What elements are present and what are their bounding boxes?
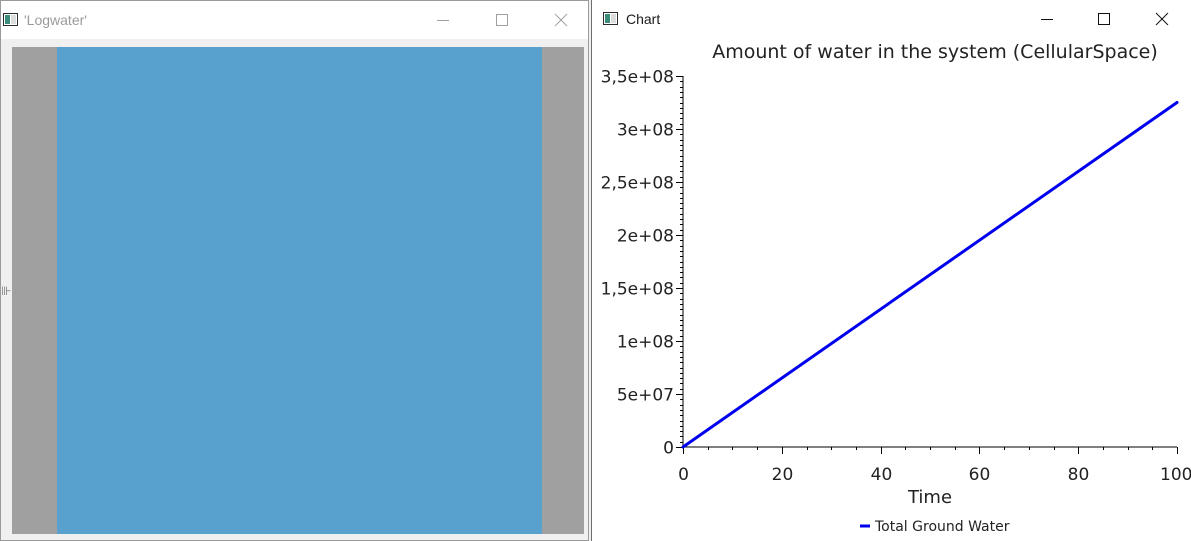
y-tick-label: 3e+08 (617, 121, 674, 141)
y-tick-label: 0 (663, 439, 674, 459)
y-tick-label: 2e+08 (617, 227, 674, 247)
close-icon (1155, 12, 1169, 26)
logwater-window-title: 'Logwater' (24, 12, 87, 28)
y-tick-label: 3,5e+08 (601, 68, 674, 88)
minimize-button[interactable] (420, 1, 466, 39)
chart-window-title: Chart (626, 11, 661, 27)
minimize-icon (1041, 19, 1053, 20)
x-axis-label: Time (907, 487, 952, 508)
y-tick-label: 1e+08 (617, 333, 674, 353)
x-tick-label: 40 (871, 465, 893, 485)
chart-titlebar[interactable]: Chart (592, 0, 1191, 38)
x-tick-label: 60 (969, 465, 991, 485)
chart-window[interactable]: Chart Amount of water in the system (Cel… (591, 0, 1191, 541)
series-line-total-ground-water (681, 101, 1179, 449)
y-tick-label: 1,5e+08 (601, 280, 674, 300)
x-axis: 0 20 40 60 80 100 (678, 446, 1191, 485)
logwater-titlebar[interactable]: 'Logwater' (1, 1, 588, 39)
close-icon (554, 13, 568, 27)
y-tick-label: 5e+07 (617, 386, 674, 406)
maximize-icon (496, 14, 508, 26)
resize-cursor-icon: ⊪ (1, 284, 12, 298)
app-window-icon (603, 12, 618, 25)
maximize-button[interactable] (1081, 0, 1127, 38)
logwater-window[interactable]: 'Logwater' ⊪ (0, 0, 589, 541)
legend: Total Ground Water (860, 519, 1010, 535)
close-button[interactable] (538, 1, 584, 39)
cellular-space-canvas (12, 47, 584, 534)
legend-item-label: Total Ground Water (874, 519, 1010, 535)
x-tick-label: 0 (678, 465, 689, 485)
maximize-button[interactable] (479, 1, 525, 39)
app-window-icon (3, 13, 18, 26)
x-tick-label: 80 (1068, 465, 1090, 485)
minimize-button[interactable] (1024, 0, 1070, 38)
y-axis: 0 5e+07 1e+08 1,5e+08 2e+08 2,5e+08 3e+08 3,5e+… (601, 68, 684, 459)
series-layer (681, 101, 1179, 449)
x-tick-label: 100 (1160, 465, 1191, 485)
minimize-icon (437, 20, 449, 21)
y-tick-label: 2,5e+08 (601, 174, 674, 194)
maximize-icon (1098, 13, 1110, 25)
water-map (57, 47, 542, 534)
chart-title: Amount of water in the system (CellularS… (712, 41, 1158, 63)
close-button[interactable] (1139, 0, 1185, 38)
x-tick-label: 20 (772, 465, 794, 485)
line-chart: Amount of water in the system (CellularS… (601, 41, 1191, 535)
